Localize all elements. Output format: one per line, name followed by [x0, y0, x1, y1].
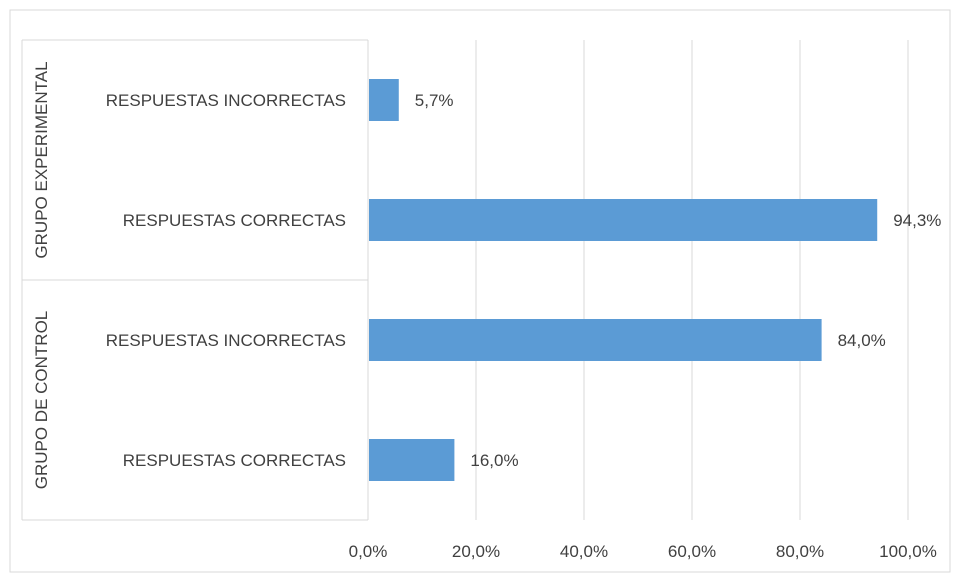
x-tick-label: 40,0% — [560, 542, 608, 561]
x-tick-label: 100,0% — [879, 542, 937, 561]
category-label: RESPUESTAS CORRECTAS — [123, 451, 346, 470]
bar — [369, 439, 455, 481]
data-label: 94,3% — [893, 211, 941, 230]
x-tick-label: 60,0% — [668, 542, 716, 561]
bar — [369, 199, 878, 241]
category-label: RESPUESTAS INCORRECTAS — [106, 91, 346, 110]
x-tick-label: 0,0% — [349, 542, 388, 561]
data-label: 16,0% — [470, 451, 518, 470]
bar — [369, 79, 399, 121]
category-label: RESPUESTAS CORRECTAS — [123, 211, 346, 230]
chart-border — [9, 9, 951, 573]
x-tick-label: 20,0% — [452, 542, 500, 561]
bar — [369, 319, 822, 361]
category-label: RESPUESTAS INCORRECTAS — [106, 331, 346, 350]
group-label: GRUPO EXPERIMENTAL — [32, 61, 51, 258]
group-label: GRUPO DE CONTROL — [32, 311, 51, 490]
x-tick-label: 80,0% — [776, 542, 824, 561]
data-label: 84,0% — [838, 331, 886, 350]
data-label: 5,7% — [415, 91, 454, 110]
